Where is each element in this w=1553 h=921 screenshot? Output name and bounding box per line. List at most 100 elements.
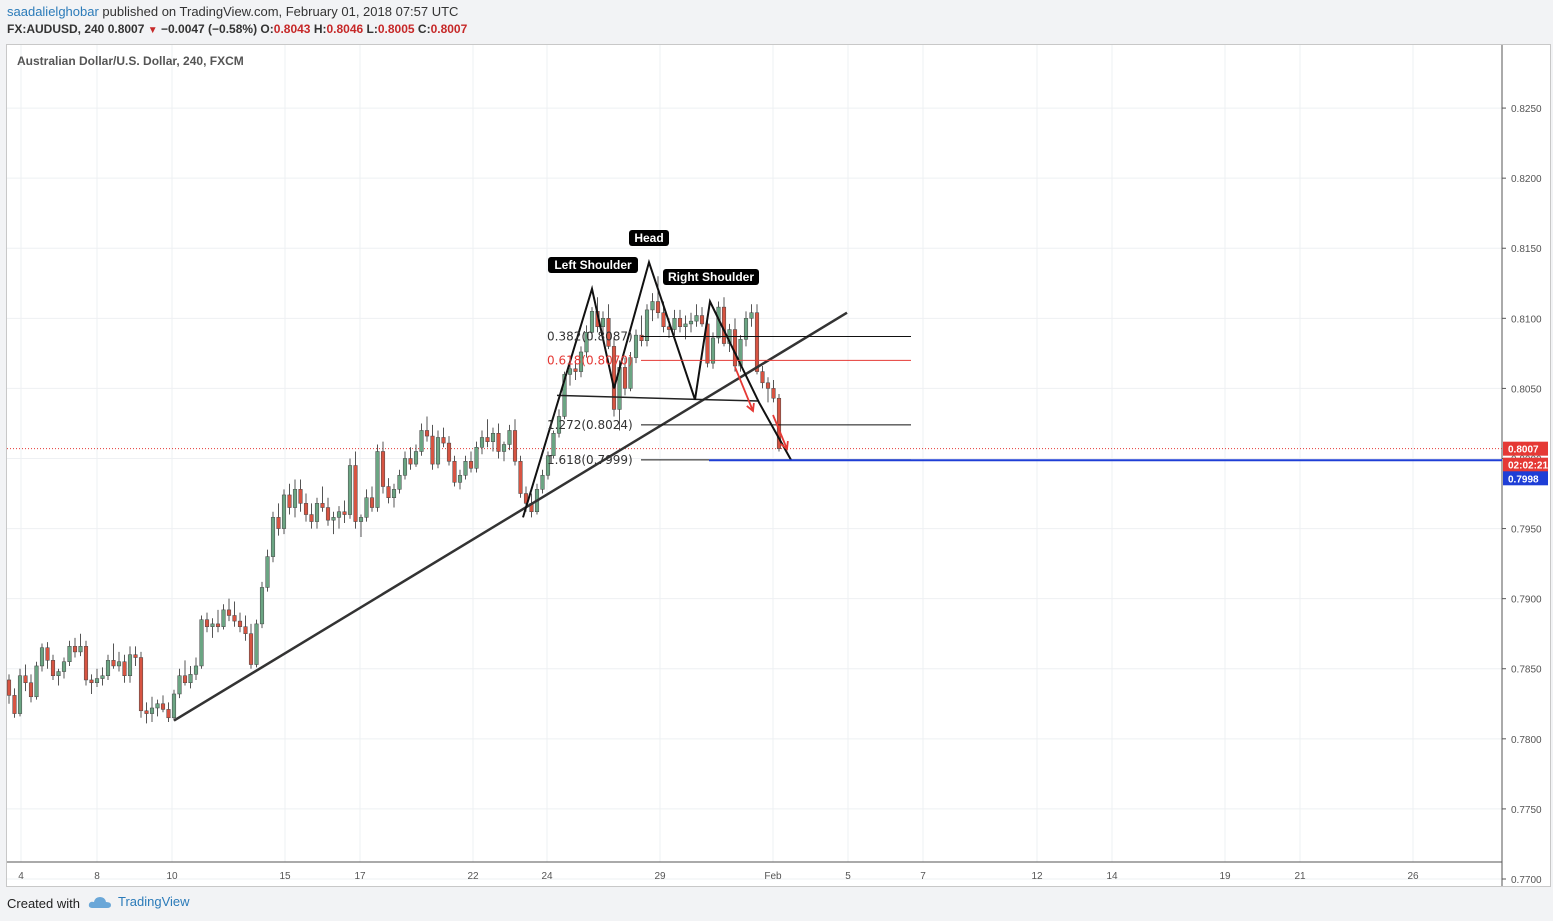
candle-body	[292, 489, 298, 508]
candle-body	[12, 695, 17, 714]
candle-body	[270, 517, 276, 557]
candle-body	[127, 654, 133, 676]
candle-body	[721, 306, 727, 344]
candle	[226, 598, 232, 622]
candle-body	[17, 675, 23, 714]
candle	[155, 699, 160, 717]
candle-body	[105, 660, 111, 676]
candle-body	[578, 351, 584, 372]
candle	[369, 486, 375, 512]
candle-body	[661, 312, 666, 327]
time-tick-label: 17	[354, 871, 366, 882]
price-tick-label: 0.8250	[1511, 104, 1542, 115]
candle	[540, 469, 545, 494]
candle	[644, 304, 650, 347]
candle	[611, 337, 617, 417]
candle	[375, 444, 380, 512]
candle-body	[710, 337, 716, 364]
candle-body	[507, 430, 512, 445]
published-text: published on TradingView.com, February 0…	[102, 4, 459, 19]
candle-body	[320, 503, 325, 508]
candle	[309, 503, 314, 529]
candle-body	[342, 511, 347, 515]
candle-body	[122, 661, 127, 677]
countdown-tag: 02:02:21	[1503, 457, 1548, 472]
candle	[694, 304, 699, 327]
candle-body	[551, 433, 556, 456]
candle	[78, 633, 83, 657]
candle-body	[408, 458, 413, 465]
candle	[243, 615, 248, 641]
candle	[452, 455, 457, 487]
candle-body	[369, 497, 375, 508]
candle	[633, 329, 639, 364]
tradingview-brand-link[interactable]: TradingView	[88, 894, 190, 909]
candle-body	[303, 503, 309, 515]
candle	[336, 506, 342, 529]
candle-body	[265, 556, 270, 588]
candle	[710, 332, 716, 369]
candle-body	[391, 489, 397, 498]
candle-body	[463, 461, 468, 476]
candle	[127, 646, 133, 683]
time-tick-label: 14	[1106, 871, 1118, 882]
candle-body	[336, 511, 342, 518]
close-value: 0.8007	[430, 22, 468, 36]
author-link[interactable]: saadalielghobar	[7, 4, 99, 19]
candle-body	[512, 430, 518, 462]
candle-body	[138, 657, 144, 712]
price-tag-background	[1503, 457, 1548, 472]
candle-body	[765, 382, 771, 389]
candle-body	[89, 679, 94, 684]
candle	[512, 419, 518, 466]
candle	[111, 643, 116, 669]
candle	[133, 646, 138, 666]
candle	[320, 486, 325, 512]
candle-body	[276, 517, 281, 529]
candle	[94, 668, 100, 687]
candle	[221, 604, 226, 630]
candle	[342, 500, 347, 523]
candle-body	[474, 447, 479, 469]
candle	[298, 479, 303, 512]
candle	[507, 424, 512, 451]
candle	[721, 297, 727, 347]
high-value: 0.8046	[326, 22, 364, 36]
candle-body	[221, 609, 226, 627]
candle-body	[424, 430, 430, 437]
candle-body	[248, 633, 254, 665]
candle	[182, 660, 188, 686]
price-tick-label: 0.7700	[1511, 875, 1542, 886]
candle-body	[397, 475, 402, 490]
candle-body	[347, 465, 353, 515]
pattern-label: Left Shoulder	[548, 257, 638, 273]
candle	[100, 667, 105, 686]
low-value: 0.8005	[377, 22, 415, 36]
candle-body	[589, 311, 595, 333]
candle-body	[518, 461, 523, 494]
candle-body	[237, 620, 243, 627]
time-tick-label: 15	[279, 871, 291, 882]
candle	[578, 346, 584, 378]
candle	[364, 489, 369, 522]
candle-body	[309, 514, 314, 522]
time-tick-label: 21	[1294, 871, 1306, 882]
time-tick-label: 7	[920, 871, 926, 882]
candle	[551, 430, 556, 459]
candle-body	[314, 503, 320, 522]
candle-body	[760, 371, 765, 384]
candle-body	[34, 665, 39, 698]
arrow-head	[746, 402, 755, 413]
candle-body	[204, 619, 210, 627]
candle-body	[353, 465, 358, 522]
candle-body	[100, 675, 105, 679]
candle	[358, 514, 364, 537]
candle-body	[298, 489, 303, 504]
candle-body	[358, 517, 364, 522]
candle	[254, 619, 259, 668]
time-tick-label: 12	[1031, 871, 1043, 882]
price-chart[interactable]: 0.82500.82000.81500.81000.80500.80000.79…	[7, 45, 1550, 886]
down-arrow-icon: ▼	[147, 25, 158, 36]
candle-body	[452, 461, 457, 483]
chart-panel[interactable]: 0.82500.82000.81500.81000.80500.80000.79…	[6, 44, 1551, 887]
